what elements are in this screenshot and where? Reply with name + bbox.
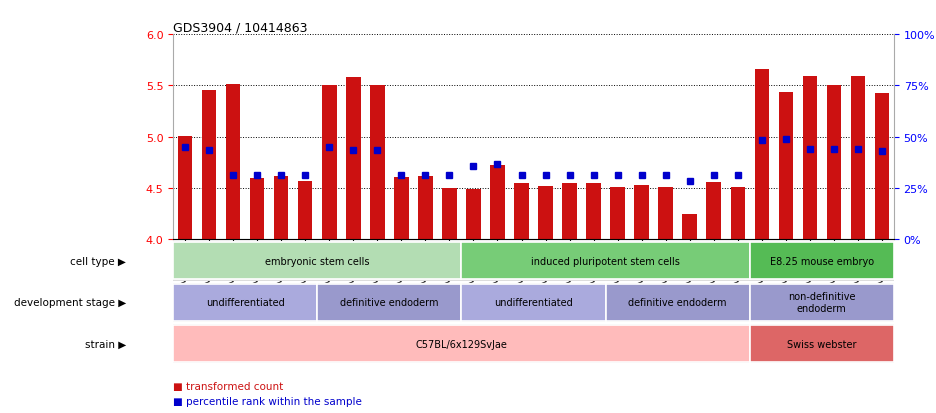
Bar (682, 214, 697, 240)
Text: ■ transformed count: ■ transformed count (173, 381, 284, 391)
Bar (851, 77, 865, 240)
Bar (514, 183, 529, 240)
Text: development stage ▶: development stage ▶ (14, 297, 126, 308)
Bar (394, 177, 409, 240)
Bar (298, 181, 313, 240)
FancyBboxPatch shape (461, 243, 750, 280)
Bar (610, 188, 625, 240)
FancyBboxPatch shape (173, 284, 317, 321)
Bar (418, 176, 432, 240)
Bar (538, 186, 553, 240)
FancyBboxPatch shape (750, 243, 894, 280)
Text: embryonic stem cells: embryonic stem cells (265, 256, 370, 266)
Bar (874, 93, 889, 240)
FancyBboxPatch shape (750, 325, 894, 362)
Bar (586, 183, 601, 240)
Bar (826, 86, 841, 240)
Text: definitive endoderm: definitive endoderm (628, 297, 727, 308)
Text: definitive endoderm: definitive endoderm (340, 297, 439, 308)
Bar (779, 93, 793, 240)
Text: non-definitive
endoderm: non-definitive endoderm (788, 292, 856, 313)
Bar (658, 188, 673, 240)
FancyBboxPatch shape (317, 284, 461, 321)
FancyBboxPatch shape (461, 284, 606, 321)
Text: induced pluripotent stem cells: induced pluripotent stem cells (531, 256, 680, 266)
Bar (442, 188, 457, 240)
FancyBboxPatch shape (173, 243, 461, 280)
Text: C57BL/6x129SvJae: C57BL/6x129SvJae (416, 339, 507, 349)
Text: strain ▶: strain ▶ (85, 339, 126, 349)
Bar (563, 183, 577, 240)
Bar (226, 85, 241, 240)
Bar (754, 70, 769, 240)
Text: E8.25 mouse embryo: E8.25 mouse embryo (769, 256, 874, 266)
Bar (635, 185, 649, 240)
Bar (802, 77, 817, 240)
Text: undifferentiated: undifferentiated (494, 297, 573, 308)
Bar (250, 178, 265, 240)
Bar (466, 190, 481, 240)
Text: undifferentiated: undifferentiated (206, 297, 285, 308)
FancyBboxPatch shape (750, 284, 894, 321)
Bar (707, 182, 721, 240)
Bar (490, 166, 505, 240)
Bar (730, 188, 745, 240)
FancyBboxPatch shape (606, 284, 750, 321)
Text: ■ percentile rank within the sample: ■ percentile rank within the sample (173, 396, 362, 406)
Bar (370, 86, 385, 240)
FancyBboxPatch shape (173, 325, 750, 362)
Bar (274, 176, 288, 240)
Bar (346, 78, 360, 240)
Bar (178, 136, 193, 240)
Bar (322, 86, 337, 240)
Bar (202, 90, 216, 240)
Text: GDS3904 / 10414863: GDS3904 / 10414863 (173, 21, 308, 34)
Text: cell type ▶: cell type ▶ (70, 256, 126, 266)
Text: Swiss webster: Swiss webster (787, 339, 856, 349)
